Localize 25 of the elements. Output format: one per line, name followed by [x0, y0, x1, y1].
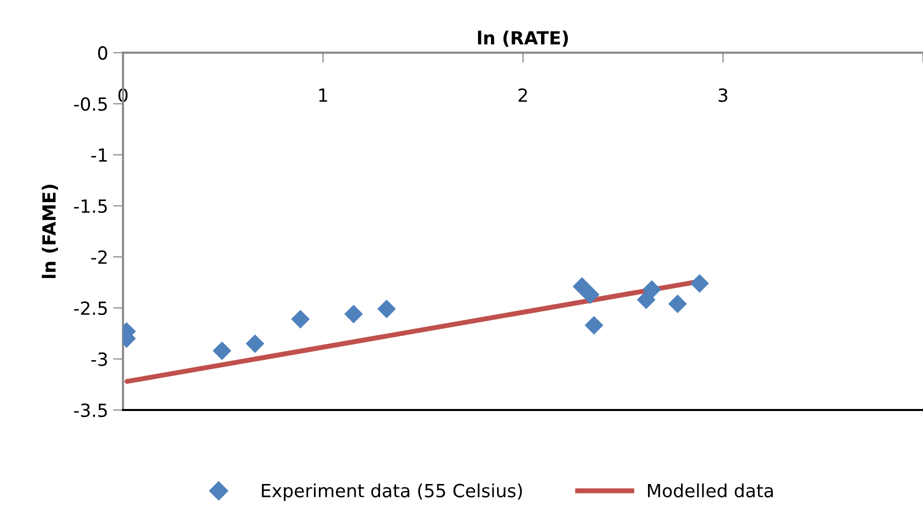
x-axis-title: ln (RATE) — [478, 30, 568, 47]
legend-label: Modelled data — [648, 483, 773, 498]
legend-label: Experiment data (55 Celsius) — [262, 483, 522, 501]
y-tick-label: -3 — [91, 352, 107, 366]
y-tick-label: -2.5 — [74, 301, 107, 316]
point — [690, 274, 709, 293]
point — [344, 304, 363, 324]
point — [668, 294, 687, 314]
y-tick-label: 0 — [98, 46, 108, 60]
point — [642, 280, 662, 299]
x-tick-label: 2 — [518, 88, 527, 102]
point — [246, 334, 264, 353]
y-tick-label: -1 — [91, 148, 107, 162]
point — [212, 341, 232, 360]
point — [291, 310, 310, 328]
x-tick-label: 1 — [319, 88, 328, 102]
x-tick-label: 3 — [718, 88, 728, 102]
point — [584, 316, 604, 335]
y-tick-label: -3.5 — [74, 403, 107, 418]
point — [580, 285, 600, 304]
y-tick-label: -1.5 — [74, 200, 107, 213]
y-tick-label: -2 — [91, 250, 107, 264]
point — [377, 300, 396, 318]
y-axis-title: ln (FAME) — [42, 184, 58, 278]
y-tick-label: -0.5 — [74, 97, 107, 111]
